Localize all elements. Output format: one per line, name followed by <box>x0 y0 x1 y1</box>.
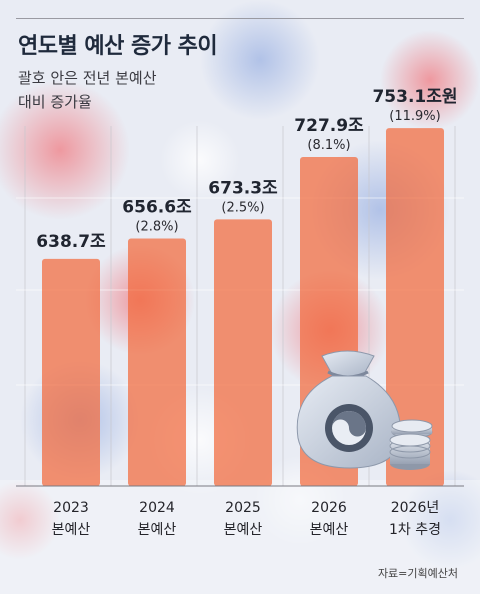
bar-2 <box>214 219 272 486</box>
category-label-3-0: 2026 <box>311 500 347 516</box>
subtitle-line-2: 대비 증가율 <box>18 93 92 111</box>
category-label-3-1: 본예산 <box>310 522 349 538</box>
category-label-2-1: 본예산 <box>224 522 263 538</box>
growth-label-2: (2.5%) <box>221 200 264 215</box>
growth-label-4: (11.9%) <box>389 109 440 124</box>
growth-label-1: (2.8%) <box>135 219 178 234</box>
category-label-1-0: 2024 <box>139 500 175 516</box>
money-bag-icon <box>296 350 433 470</box>
value-label-3: 727.9조 <box>294 116 364 136</box>
category-label-1-1: 본예산 <box>138 522 177 538</box>
chart-subtitle: 괄호 안은 전년 본예산 대비 증가율 <box>18 66 238 114</box>
chart-title: 연도별 예산 증가 추이 <box>18 34 218 59</box>
subtitle-line-1: 괄호 안은 전년 본예산 <box>18 69 157 87</box>
value-label-1: 656.6조 <box>122 197 192 217</box>
source-note: 자료=기획예산처 <box>377 567 458 580</box>
value-label-4: 753.1조원 <box>372 87 457 107</box>
bar-0 <box>42 258 100 486</box>
category-label-0-1: 본예산 <box>52 522 91 538</box>
category-label-4-0: 2026년 <box>391 500 440 516</box>
bar-4 <box>386 128 444 486</box>
bar-1 <box>128 238 186 486</box>
value-label-0: 638.7조 <box>36 232 106 252</box>
category-label-4-1: 1차 추경 <box>389 522 441 538</box>
category-label-0-0: 2023 <box>53 500 89 516</box>
growth-label-3: (8.1%) <box>307 138 350 153</box>
top-rule <box>16 18 464 19</box>
category-label-2-0: 2025 <box>225 500 261 516</box>
value-label-2: 673.3조 <box>208 178 278 198</box>
